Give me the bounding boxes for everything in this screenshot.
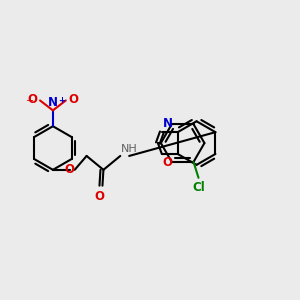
Text: O: O xyxy=(69,93,79,106)
Text: N: N xyxy=(48,96,58,110)
Text: O: O xyxy=(94,190,104,202)
Text: O: O xyxy=(27,93,37,106)
Text: O: O xyxy=(163,156,173,169)
Text: NH: NH xyxy=(121,144,138,154)
Text: −: − xyxy=(26,97,34,106)
Text: +: + xyxy=(58,96,65,105)
Text: N: N xyxy=(163,117,173,130)
Text: O: O xyxy=(65,163,75,176)
Text: Cl: Cl xyxy=(192,181,205,194)
